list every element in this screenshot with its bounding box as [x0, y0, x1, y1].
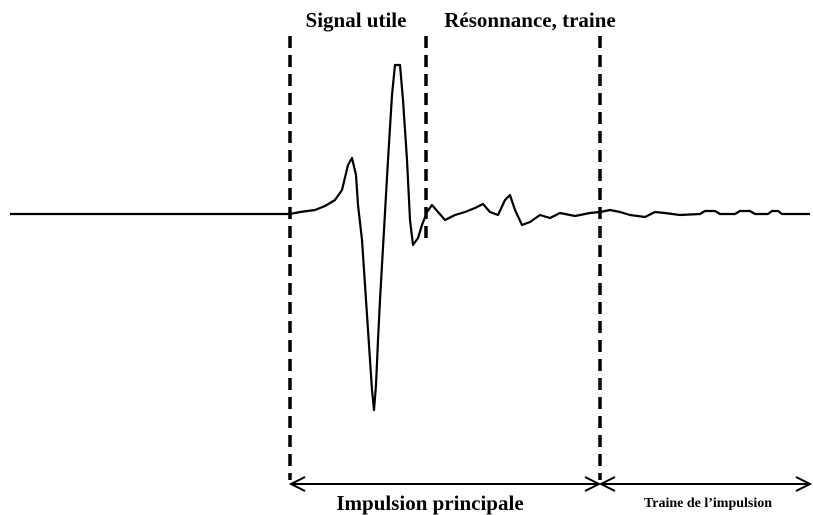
label-main-pulse: Impulsion principale — [336, 491, 523, 515]
arrows — [288, 476, 813, 492]
arrow-head — [288, 476, 306, 492]
label-resonance: Résonnance, traine — [444, 8, 616, 32]
arrow-head — [795, 476, 813, 492]
dividers — [288, 36, 602, 480]
waveform — [10, 63, 810, 412]
label-pulse-tail: Traine de l’impulsion — [644, 496, 772, 511]
arrow-head — [598, 476, 616, 492]
label-signal: Signal utile — [306, 8, 407, 32]
